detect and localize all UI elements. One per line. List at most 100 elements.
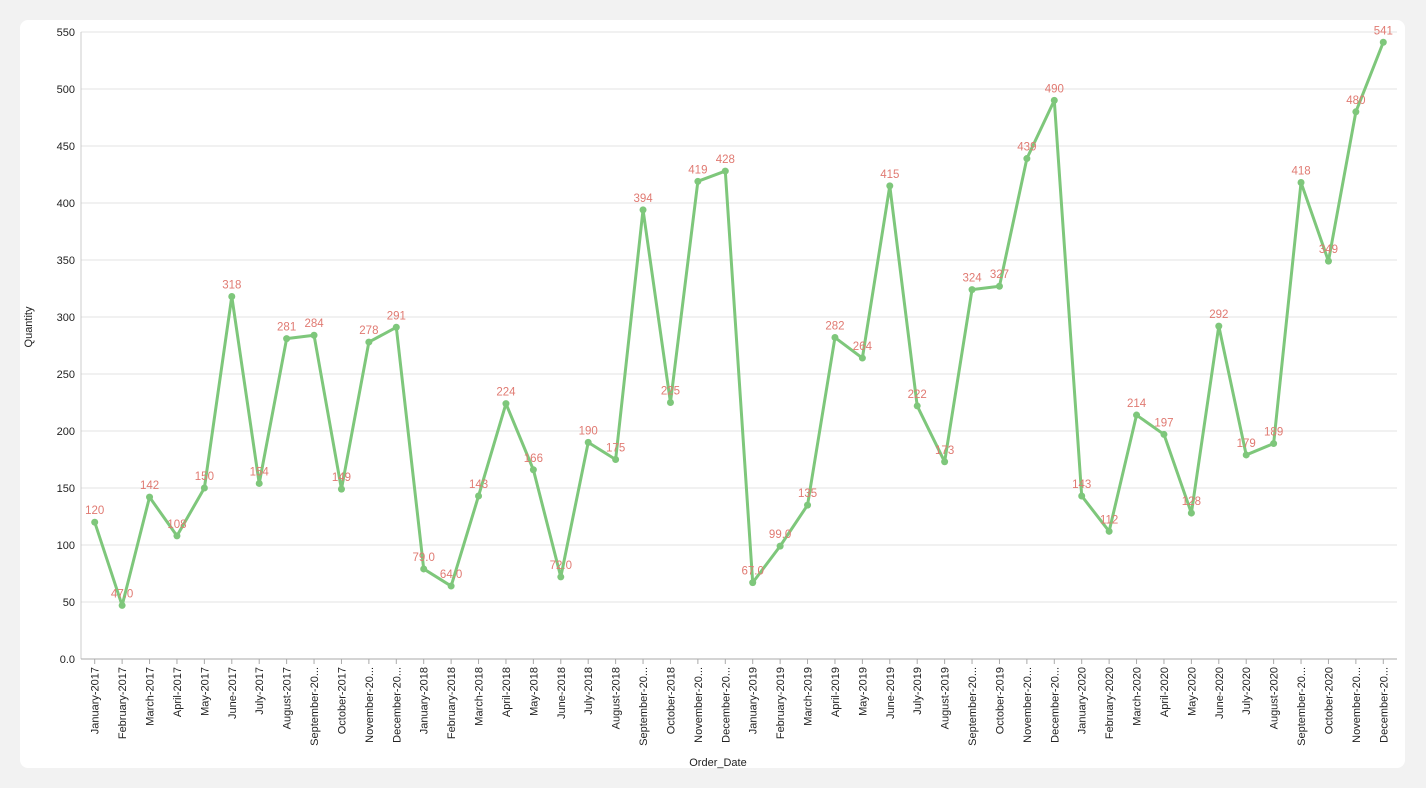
x-tick-label: January-2020 xyxy=(1077,667,1089,734)
x-tick-label: May-2020 xyxy=(1186,667,1198,716)
x-tick-label: October-2018 xyxy=(665,667,677,734)
data-point xyxy=(529,466,537,474)
y-tick-label: 550 xyxy=(57,27,75,39)
value-label: 490 xyxy=(1045,83,1064,95)
x-tick-label: July-2018 xyxy=(583,667,595,715)
data-point xyxy=(941,458,949,466)
data-point xyxy=(1352,108,1360,116)
value-label: 47.0 xyxy=(111,588,133,600)
data-point xyxy=(173,532,181,540)
value-label: 143 xyxy=(1072,479,1091,491)
value-label: 79.0 xyxy=(413,552,435,564)
y-tick-label: 0.0 xyxy=(60,654,75,666)
value-label: 175 xyxy=(606,443,625,455)
x-tick-label: November-20... xyxy=(693,667,705,743)
x-tick-label: May-2017 xyxy=(199,667,211,716)
data-point xyxy=(91,518,99,526)
y-tick-label: 500 xyxy=(57,84,75,96)
value-label: 284 xyxy=(304,318,324,330)
value-label: 327 xyxy=(990,269,1009,281)
data-point xyxy=(968,286,976,294)
value-label: 190 xyxy=(579,425,598,437)
x-tick-label: October-2019 xyxy=(994,667,1006,734)
value-label: 179 xyxy=(1237,438,1256,450)
x-tick-label: June-2018 xyxy=(556,667,568,719)
x-tick-label: February-2018 xyxy=(446,667,458,739)
y-tick-label: 100 xyxy=(57,540,75,552)
value-label: 318 xyxy=(222,279,241,291)
value-label: 150 xyxy=(195,471,214,483)
value-label: 72.0 xyxy=(550,560,572,572)
data-point xyxy=(228,292,236,300)
x-tick-label: March-2020 xyxy=(1132,667,1144,726)
x-tick-label: September-20... xyxy=(638,667,650,746)
x-tick-label: January-2017 xyxy=(90,667,102,734)
value-label: 264 xyxy=(853,341,873,353)
data-point xyxy=(1215,322,1223,330)
data-point xyxy=(749,579,757,587)
x-tick-label: April-2020 xyxy=(1159,667,1171,717)
value-label: 135 xyxy=(798,488,817,500)
value-label: 439 xyxy=(1017,142,1036,154)
data-point xyxy=(1133,411,1141,419)
x-tick-label: August-2019 xyxy=(940,667,952,729)
value-label: 222 xyxy=(908,389,927,401)
x-tick-label: July-2020 xyxy=(1241,667,1253,715)
x-tick-label: January-2018 xyxy=(419,667,431,734)
data-point xyxy=(420,565,428,573)
x-tick-label: February-2019 xyxy=(775,667,787,739)
value-label: 480 xyxy=(1346,95,1365,107)
value-label: 173 xyxy=(935,445,954,457)
value-label: 154 xyxy=(250,466,270,478)
value-label: 541 xyxy=(1374,25,1393,37)
data-point xyxy=(447,582,455,590)
x-tick-label: February-2020 xyxy=(1104,667,1116,739)
y-tick-label: 400 xyxy=(57,198,75,210)
value-label: 282 xyxy=(825,321,844,333)
data-point xyxy=(666,399,674,406)
x-tick-label: April-2018 xyxy=(501,667,513,717)
value-label: 419 xyxy=(688,164,707,176)
data-point xyxy=(584,438,592,446)
data-point xyxy=(995,282,1003,290)
data-point xyxy=(255,479,263,487)
x-tick-label: June-2019 xyxy=(885,667,897,719)
value-label: 394 xyxy=(633,193,653,205)
value-label: 128 xyxy=(1182,496,1201,508)
x-tick-label: March-2019 xyxy=(803,667,815,726)
value-label: 99.0 xyxy=(769,529,791,541)
x-tick-label: September-20... xyxy=(967,667,979,746)
x-tick-label: August-2017 xyxy=(282,667,294,729)
data-point xyxy=(1160,430,1168,438)
y-tick-label: 300 xyxy=(57,312,75,324)
data-point xyxy=(1023,155,1031,163)
value-label: 349 xyxy=(1319,244,1338,256)
x-tick-label: September-20... xyxy=(309,667,321,746)
x-tick-label: June-2020 xyxy=(1214,667,1226,719)
x-tick-label: March-2018 xyxy=(474,667,486,726)
series-line xyxy=(93,41,1385,607)
x-tick-label: June-2017 xyxy=(227,667,239,719)
chart-card xyxy=(20,20,1405,768)
value-label: 112 xyxy=(1100,514,1118,526)
data-point xyxy=(776,542,784,550)
x-tick-label: September-20... xyxy=(1296,667,1308,746)
data-point xyxy=(886,182,894,190)
value-label: 214 xyxy=(1127,398,1147,410)
x-tick-label: December-20... xyxy=(1378,667,1390,743)
x-tick-label: August-2018 xyxy=(611,667,623,729)
x-tick-label: August-2020 xyxy=(1269,667,1281,729)
x-tick-label: July-2017 xyxy=(254,667,266,715)
value-label: 149 xyxy=(332,472,351,484)
x-tick-label: May-2019 xyxy=(857,667,869,716)
data-point xyxy=(1324,257,1332,265)
value-label: 415 xyxy=(880,169,899,181)
value-label: 428 xyxy=(716,154,735,166)
value-label: 225 xyxy=(661,386,680,398)
x-tick-label: October-2020 xyxy=(1323,667,1335,734)
data-point xyxy=(1379,38,1387,46)
y-tick-label: 200 xyxy=(57,426,75,438)
y-tick-label: 250 xyxy=(57,369,75,381)
y-tick-label: 350 xyxy=(57,255,75,267)
